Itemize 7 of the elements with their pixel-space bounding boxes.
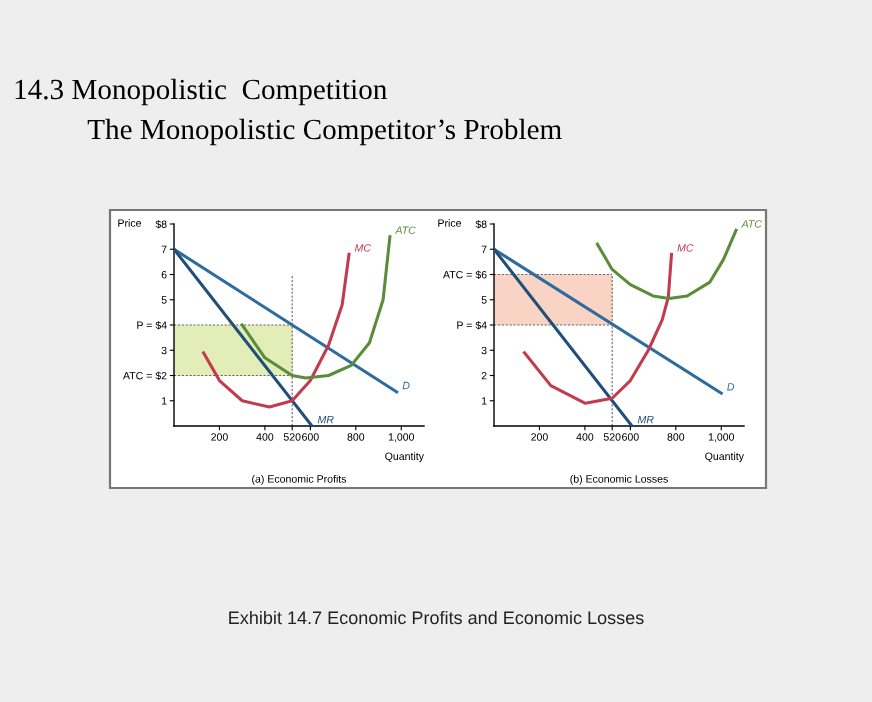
text: Exhibit 14.7 Economic Profits and Economic Losses <box>229 610 644 625</box>
line-series <box>240 235 392 380</box>
chart-title: 14.3 Monopolistic Competition <box>15 78 387 106</box>
chart-subtitle: The Monopolistic Competitor’s Problem <box>87 118 562 146</box>
line-series <box>595 228 738 301</box>
line-series <box>202 252 351 409</box>
line-series <box>522 252 674 405</box>
